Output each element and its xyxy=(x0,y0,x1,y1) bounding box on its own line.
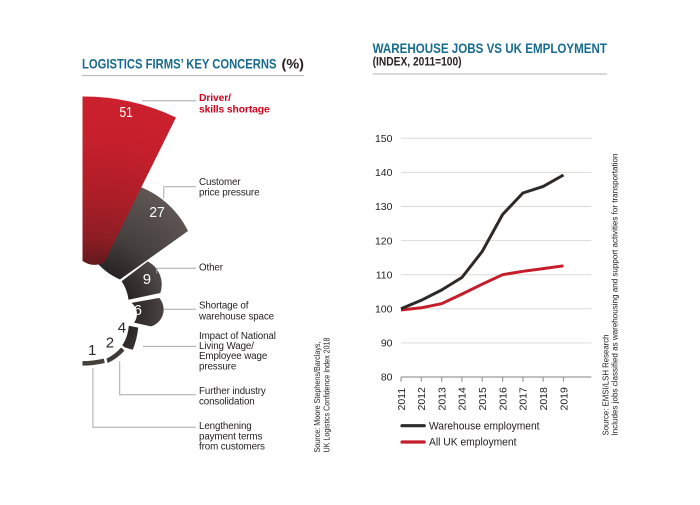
svg-text:WAREHOUSE JOBS VS UK EMPLOYMEN: WAREHOUSE JOBS VS UK EMPLOYMENT xyxy=(373,40,608,56)
svg-text:80: 80 xyxy=(381,372,393,384)
svg-text:2019: 2019 xyxy=(558,387,570,411)
svg-text:Driver/: Driver/ xyxy=(199,93,231,104)
svg-text:6: 6 xyxy=(134,302,142,319)
svg-text:UK Logistics Confidence Index: UK Logistics Confidence Index 2018 xyxy=(322,337,331,452)
svg-text:Other: Other xyxy=(199,262,224,273)
svg-text:90: 90 xyxy=(381,338,393,350)
svg-text:100: 100 xyxy=(375,304,393,316)
svg-text:Warehouse employment: Warehouse employment xyxy=(429,420,540,432)
svg-text:150: 150 xyxy=(375,133,393,145)
svg-text:140: 140 xyxy=(375,167,393,179)
svg-text:(%): (%) xyxy=(282,55,305,71)
svg-text:skills shortage: skills shortage xyxy=(199,104,270,115)
svg-text:LOGISTICS FIRMS’ KEY CONCERNS: LOGISTICS FIRMS’ KEY CONCERNS xyxy=(82,55,277,71)
svg-text:27: 27 xyxy=(149,204,165,221)
svg-text:120: 120 xyxy=(375,235,393,247)
svg-text:2011: 2011 xyxy=(396,388,408,411)
svg-text:51: 51 xyxy=(120,104,133,121)
svg-text:Source: Moore Stephens/Barclay: Source: Moore Stephens/Barclays, xyxy=(313,342,322,453)
svg-text:2: 2 xyxy=(106,335,114,352)
svg-text:110: 110 xyxy=(376,269,393,281)
svg-text:2012: 2012 xyxy=(416,387,428,411)
svg-text:1: 1 xyxy=(88,342,96,359)
svg-text:All UK employment: All UK employment xyxy=(429,436,517,448)
svg-text:2014: 2014 xyxy=(457,387,469,411)
svg-text:Source: EMSI/LSH Research: Source: EMSI/LSH Research xyxy=(602,335,611,436)
svg-text:9: 9 xyxy=(143,271,151,288)
svg-text:2017: 2017 xyxy=(518,387,530,411)
svg-text:2018: 2018 xyxy=(538,387,550,411)
svg-text:Includes jobs classified as wa: Includes jobs classified as warehousing … xyxy=(611,154,620,436)
svg-text:4: 4 xyxy=(118,320,126,337)
svg-text:2016: 2016 xyxy=(497,387,509,411)
svg-text:2013: 2013 xyxy=(436,387,448,411)
svg-text:(INDEX, 2011=100): (INDEX, 2011=100) xyxy=(373,55,462,69)
svg-text:130: 130 xyxy=(375,201,393,213)
svg-text:2015: 2015 xyxy=(477,387,489,411)
